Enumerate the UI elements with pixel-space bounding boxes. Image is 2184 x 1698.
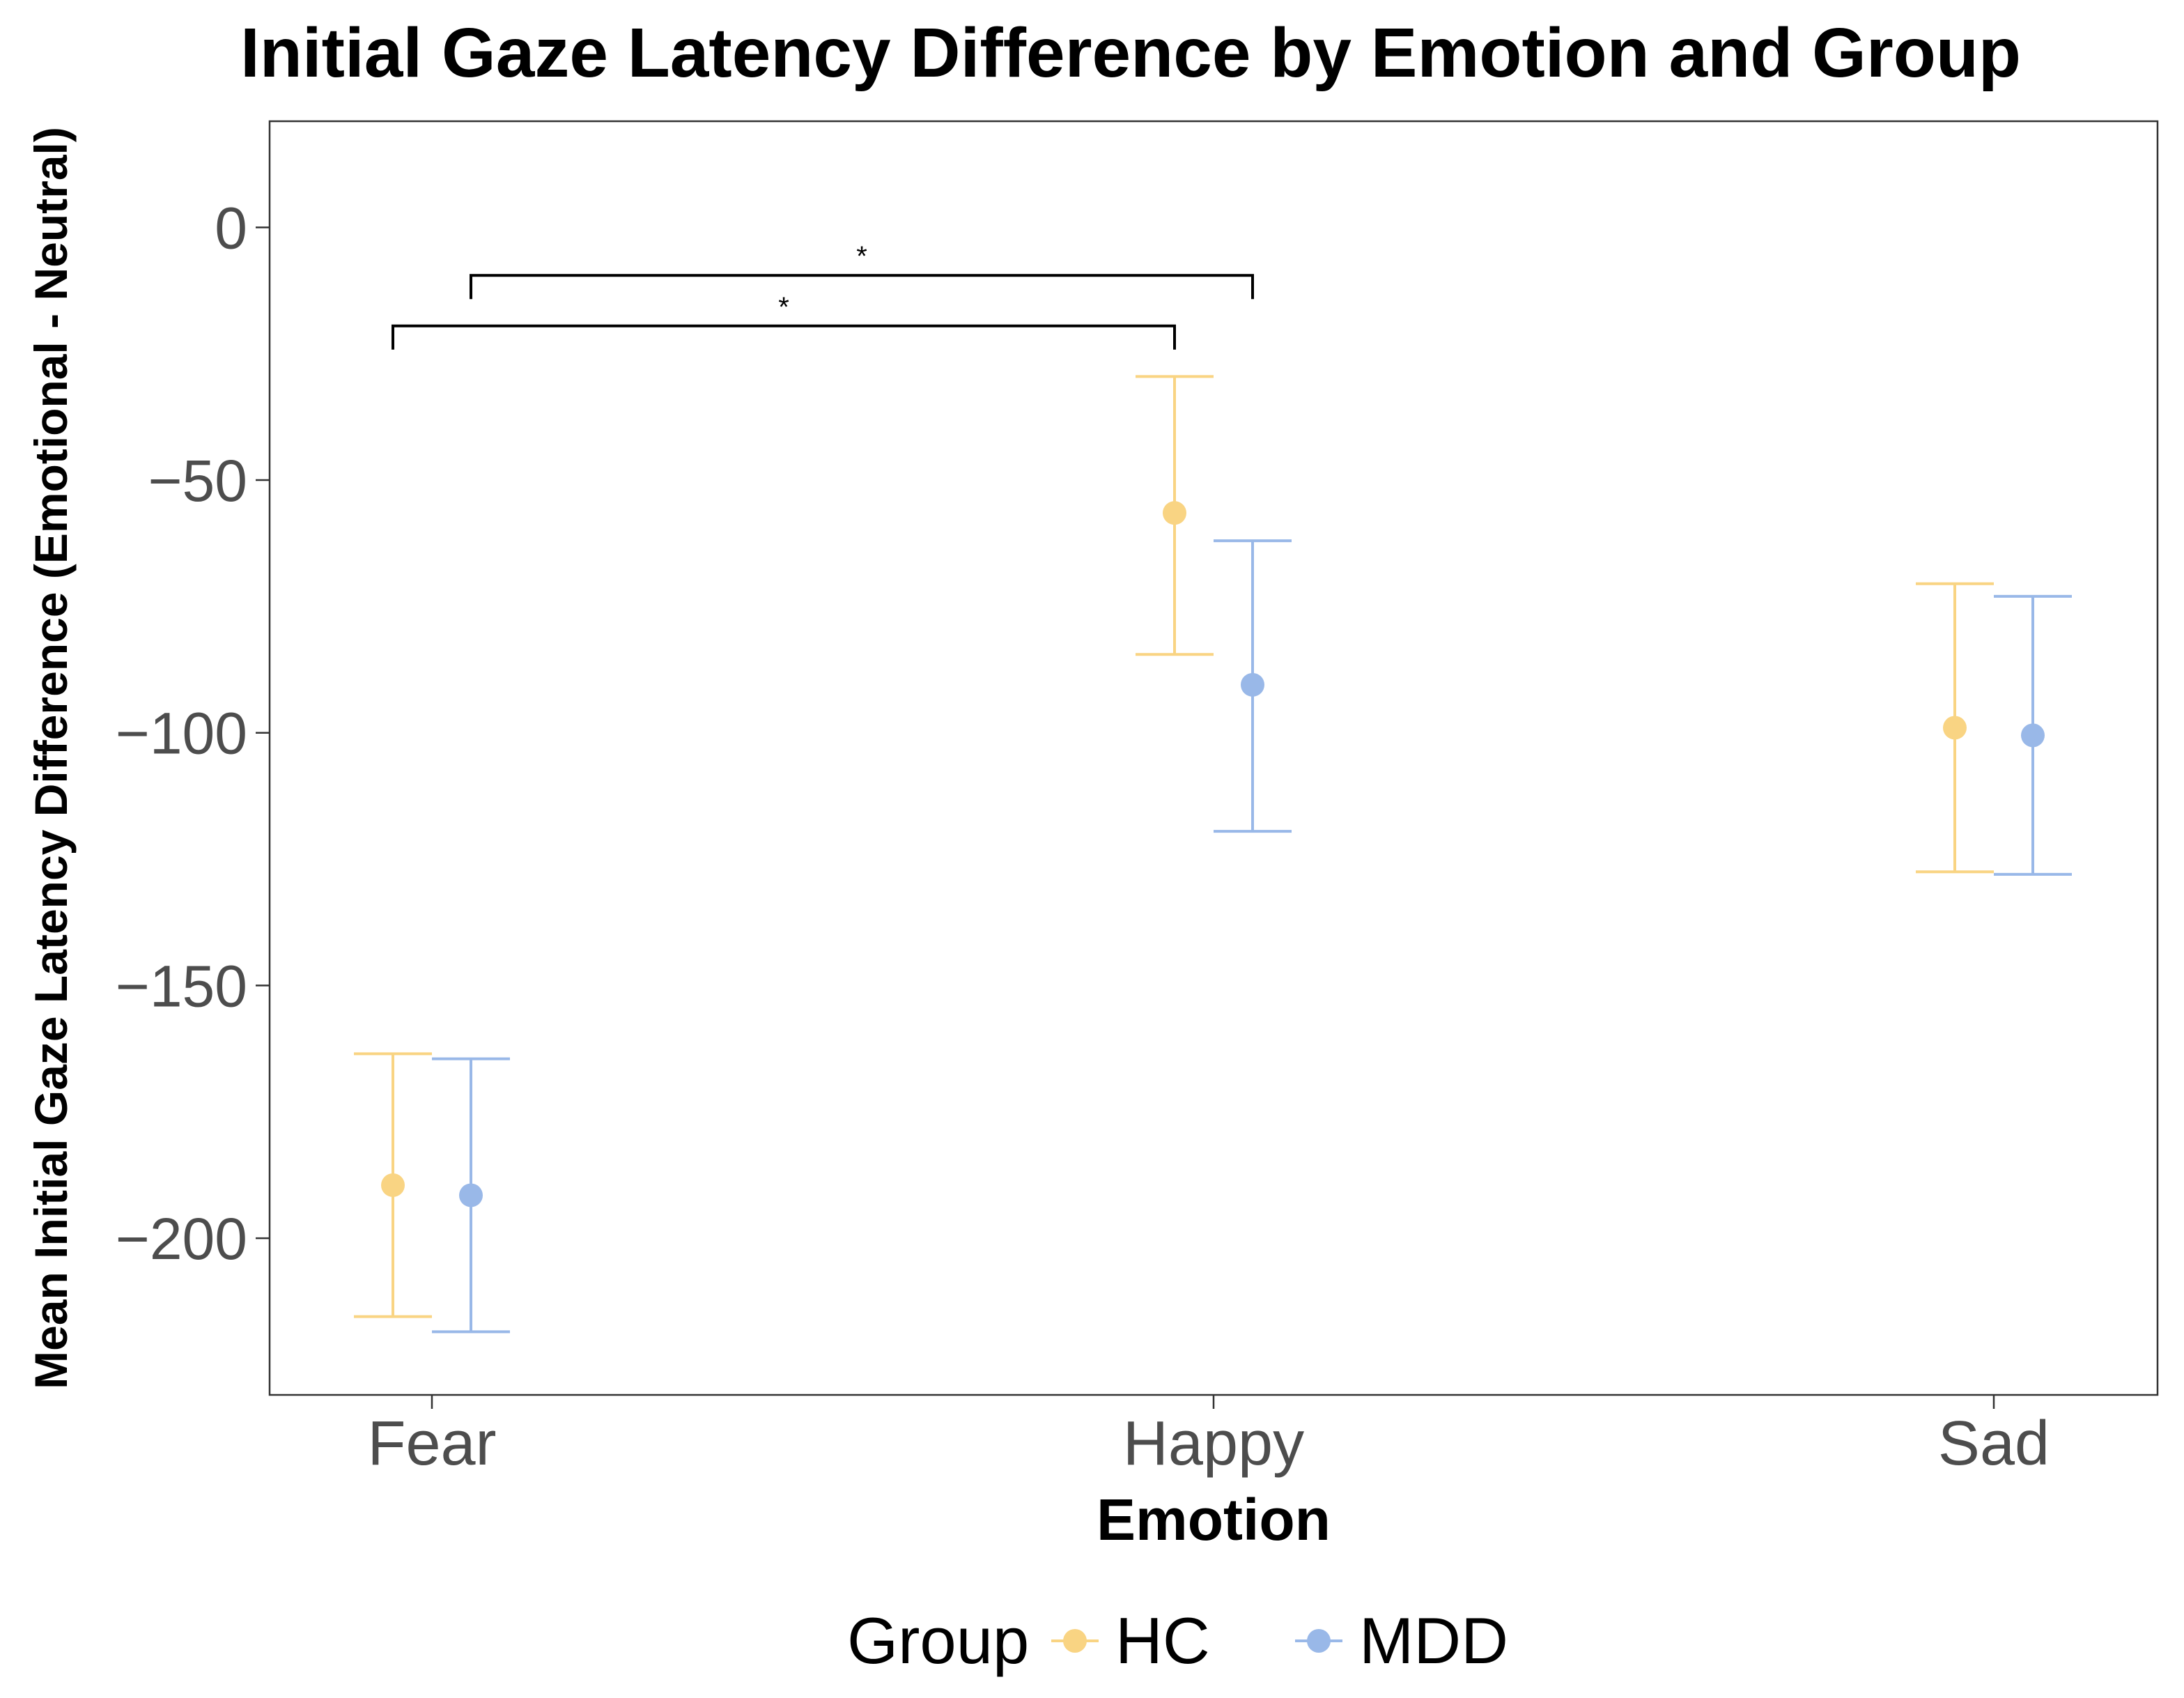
series-mdd xyxy=(432,539,2072,1334)
legend-label-mdd: MDD xyxy=(1359,1604,1508,1677)
legend-key-point xyxy=(1307,1629,1331,1653)
y-tick-label: −150 xyxy=(116,953,247,1019)
mean-point xyxy=(459,1183,483,1207)
y-tick-label: 0 xyxy=(215,195,247,261)
chart-title: Initial Gaze Latency Difference by Emoti… xyxy=(240,14,2021,92)
series-hc xyxy=(354,375,1994,1318)
significance-annotations: ** xyxy=(392,241,1254,350)
legend: Group HC MDD xyxy=(847,1604,1508,1677)
y-tick-label: −50 xyxy=(148,448,248,514)
mean-point xyxy=(1943,716,1967,740)
x-tick-label: Fear xyxy=(367,1409,496,1479)
mean-point xyxy=(381,1173,405,1197)
significance-bracket xyxy=(392,324,1176,350)
y-tick-label: −200 xyxy=(116,1206,247,1272)
mean-point xyxy=(2021,723,2045,748)
legend-key-point xyxy=(1063,1629,1087,1653)
significance-label: * xyxy=(856,241,867,272)
y-axis-title: Mean Initial Gaze Latency Difference (Em… xyxy=(25,127,77,1389)
x-axis-ticks: Fear Happy Sad xyxy=(367,1395,2050,1479)
mean-point xyxy=(1163,501,1186,525)
significance-label: * xyxy=(778,292,789,323)
x-axis-title: Emotion xyxy=(1097,1487,1331,1552)
x-tick-label: Happy xyxy=(1123,1409,1304,1479)
legend-title: Group xyxy=(847,1604,1029,1677)
plot-panel xyxy=(268,120,2159,1396)
legend-label-hc: HC xyxy=(1115,1604,1210,1677)
mean-point xyxy=(1241,672,1264,697)
y-axis-ticks: 0 −50 −100 −150 −200 xyxy=(116,195,270,1272)
series-layer xyxy=(354,375,2072,1334)
significance-bracket xyxy=(470,274,1254,300)
x-tick-label: Sad xyxy=(1938,1409,2050,1479)
legend-key-mdd xyxy=(1295,1629,1342,1653)
legend-key-hc xyxy=(1051,1629,1099,1653)
y-tick-label: −100 xyxy=(116,701,247,766)
